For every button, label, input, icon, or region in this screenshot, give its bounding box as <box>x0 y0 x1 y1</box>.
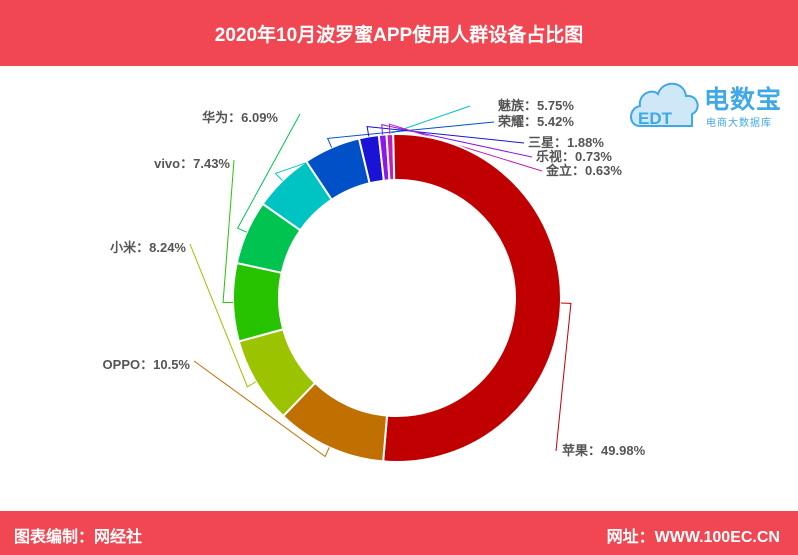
leader-line <box>222 159 235 304</box>
label-separator: ： <box>562 149 575 164</box>
leader-line <box>326 121 495 148</box>
slice-name: OPPO <box>103 357 141 372</box>
footer-website: 网址：WWW.100EC.CN <box>606 529 780 546</box>
slice-value: 5.42% <box>537 114 574 129</box>
label-separator: ： <box>180 156 193 171</box>
label-separator: ： <box>136 240 149 255</box>
slice-name: vivo <box>154 156 180 171</box>
slice-name: 魅族 <box>498 98 525 113</box>
leader-line <box>193 360 330 458</box>
footer-bar: 图表编制：网经社 网址：WWW.100EC.CN <box>0 511 798 555</box>
cloud-icon: EDT <box>630 82 699 128</box>
footer-source: 图表编制：网经社 <box>14 529 143 546</box>
logo-brand: 电数宝 <box>704 86 783 114</box>
slice-value: 10.5% <box>153 357 190 372</box>
slice-label: 小米：8.24% <box>110 240 186 255</box>
slice-value: 0.63% <box>585 163 622 178</box>
slice-name: 三星 <box>528 135 554 150</box>
slice-value: 1.88% <box>567 135 604 150</box>
slice-name: 乐视 <box>536 149 562 164</box>
label-separator: ： <box>572 163 585 178</box>
donut-slice <box>235 202 302 275</box>
label-separator: ： <box>588 443 601 458</box>
logo: EDT 电数宝 电商大数据库 <box>626 74 794 140</box>
slice-label: 三星：1.88% <box>528 135 604 150</box>
slice-name: 荣耀 <box>497 114 524 129</box>
leader-line <box>555 302 572 452</box>
label-separator: ： <box>524 114 537 129</box>
leader-line <box>236 113 301 233</box>
donut-slice <box>382 133 562 463</box>
slice-name: 金立 <box>545 163 572 178</box>
slice-label: 魅族：5.75% <box>498 98 574 113</box>
slice-value: 5.75% <box>537 98 574 113</box>
label-separator: ： <box>228 110 241 125</box>
slice-value: 0.73% <box>575 149 612 164</box>
slice-value: 6.09% <box>241 110 278 125</box>
logo-badge: EDT <box>638 109 673 128</box>
slice-name: 苹果 <box>562 443 588 458</box>
label-separator: ： <box>524 98 537 113</box>
slice-name: 华为 <box>202 110 228 125</box>
leader-line <box>189 243 257 388</box>
slice-value: 7.43% <box>193 156 230 171</box>
slice-label: OPPO：10.5% <box>103 357 191 372</box>
slice-label: 华为：6.09% <box>202 110 278 125</box>
slice-name: 小米 <box>110 240 137 255</box>
slice-value: 8.24% <box>149 240 186 255</box>
chart-title: 2020年10月波罗蜜APP使用人群设备占比图 <box>214 24 584 46</box>
slice-label: 苹果：49.98% <box>562 443 646 458</box>
leader-line <box>366 126 525 144</box>
donut-slice <box>232 261 285 343</box>
label-separator: ： <box>140 357 153 372</box>
slice-label: 荣耀：5.42% <box>497 114 574 129</box>
slice-label: vivo：7.43% <box>154 156 230 171</box>
slice-label: 金立：0.63% <box>545 163 622 178</box>
slice-value: 49.98% <box>601 443 646 458</box>
slice-label: 乐视：0.73% <box>536 149 612 164</box>
chart-title-bar: 2020年10月波罗蜜APP使用人群设备占比图 <box>0 0 798 66</box>
leader-line <box>388 123 543 172</box>
leader-line <box>381 124 533 158</box>
label-separator: ： <box>554 135 567 150</box>
logo-tagline: 电商大数据库 <box>706 118 772 129</box>
